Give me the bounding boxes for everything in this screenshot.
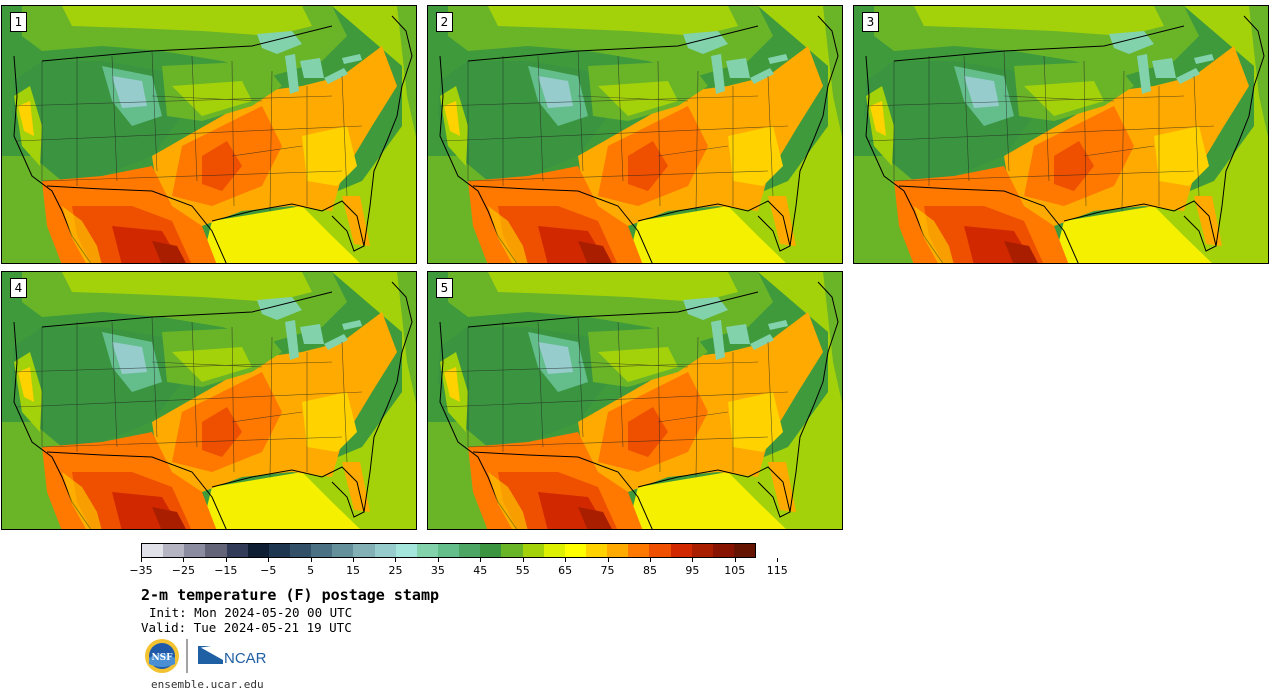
colorbar-segment (480, 544, 502, 557)
colorbar-tick-label: 5 (307, 564, 315, 577)
colorbar-segment (733, 544, 756, 557)
postage-stamp-panel-4: 4 (1, 271, 417, 530)
panel-number-label: 4 (10, 278, 27, 298)
colorbar-segment (395, 544, 417, 557)
colorbar-tick-label: −35 (129, 564, 153, 577)
colorbar-segment (353, 544, 375, 557)
colorbar-tick-label: 55 (515, 564, 530, 577)
temperature-map (428, 272, 842, 529)
svg-text:NSF: NSF (151, 653, 173, 663)
colorbar-segment (543, 544, 565, 557)
colorbar-tick-label: 45 (473, 564, 488, 577)
colorbar-tick (734, 558, 736, 562)
nsf-ncar-logos: NSF NCAR (145, 639, 267, 673)
colorbar-segment (247, 544, 269, 557)
panel-number-label: 2 (436, 12, 453, 32)
colorbar-segment (670, 544, 692, 557)
colorbar-tick-label: −15 (214, 564, 238, 577)
colorbar-segment (649, 544, 671, 557)
colorbar-tick (437, 558, 439, 562)
init-time: Init: Mon 2024-05-20 00 UTC (149, 605, 353, 620)
colorbar-tick (480, 558, 482, 562)
postage-stamp-panel-2: 2 (427, 5, 843, 264)
colorbar-segment (628, 544, 650, 557)
valid-time: Valid: Tue 2024-05-21 19 UTC (141, 620, 352, 635)
colorbar-ticks: −35 −25 −15 −5 5 15 25 35 45 55 65 75 85 95 105 115 (129, 558, 788, 578)
colorbar-segment (564, 544, 586, 557)
colorbar-segment (691, 544, 713, 557)
colorbar-tick-label: 65 (558, 564, 573, 577)
colorbar-tick (649, 558, 651, 562)
colorbar-tick-label: 25 (388, 564, 403, 577)
colorbar-segment (311, 544, 333, 557)
colorbar-segment (142, 544, 164, 557)
colorbar-segment (459, 544, 481, 557)
colorbar-segment (501, 544, 523, 557)
panel-number-label: 5 (436, 278, 453, 298)
colorbar-tick (141, 558, 142, 562)
colorbar-tick-label: 75 (600, 564, 615, 577)
colorbar-segment (268, 544, 290, 557)
colorbar-tick-label: 85 (642, 564, 657, 577)
colorbar-segment (332, 544, 354, 557)
ncar-logo-icon: NCAR (198, 646, 267, 667)
colorbar-tick-label: 95 (685, 564, 700, 577)
colorbar-tick (692, 558, 694, 562)
colorbar-tick (395, 558, 397, 562)
colorbar-tick-label: 15 (346, 564, 361, 577)
colorbar-segment (184, 544, 206, 557)
colorbar-tick (522, 558, 524, 562)
colorbar-tick (268, 558, 270, 562)
nsf-logo-icon: NSF (145, 639, 179, 673)
temperature-map (2, 272, 416, 529)
colorbar-segment (437, 544, 460, 557)
postage-stamp-panel-1: 1 (1, 5, 417, 264)
colorbar-tick (607, 558, 609, 562)
colorbar-segment (712, 544, 734, 557)
colorbar-tick (353, 558, 355, 562)
colorbar-segment (289, 544, 312, 557)
colorbar-tick-label: 115 (766, 564, 788, 577)
panel-number-label: 3 (862, 12, 879, 32)
colorbar-tick (310, 558, 312, 562)
temperature-colorbar (141, 543, 756, 558)
panel-number-label: 1 (10, 12, 27, 32)
colorbar-tick (777, 558, 779, 562)
website-url: ensemble.ucar.edu (151, 678, 264, 691)
colorbar-segment (205, 544, 227, 557)
svg-text:NCAR: NCAR (224, 650, 267, 667)
temperature-map (854, 6, 1268, 263)
colorbar-tick-label: −25 (171, 564, 196, 577)
colorbar-tick-label: 105 (724, 564, 746, 577)
logos: NSF NCAR (143, 636, 278, 676)
colorbar-tick (225, 558, 227, 562)
colorbar-segment (416, 544, 438, 557)
postage-stamp-panel-3: 3 (853, 5, 1269, 264)
colorbar-tick (183, 558, 185, 562)
colorbar-segment (585, 544, 608, 557)
colorbar-tick-label: −5 (260, 564, 277, 577)
colorbar-segment (374, 544, 396, 557)
colorbar-segment (163, 544, 185, 557)
colorbar-segment (607, 544, 629, 557)
temperature-map (428, 6, 842, 263)
chart-title: 2-m temperature (F) postage stamp (141, 586, 440, 604)
colorbar-tick-label: 35 (430, 564, 445, 577)
colorbar-segment (226, 544, 248, 557)
colorbar-segment (522, 544, 544, 557)
postage-stamp-panel-5: 5 (427, 271, 843, 530)
temperature-map (2, 6, 416, 263)
colorbar-tick (565, 558, 567, 562)
